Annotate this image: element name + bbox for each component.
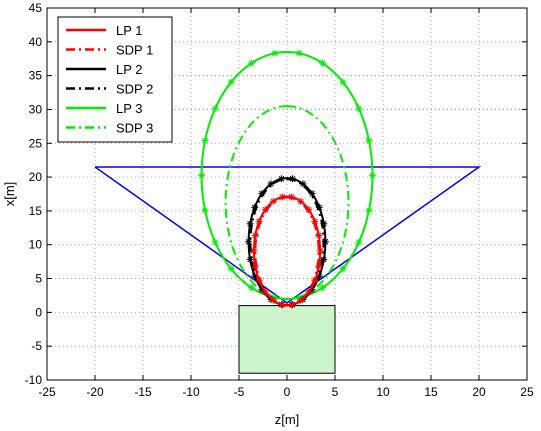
series-line-sdp-1 — [254, 196, 320, 307]
marker-asterisk — [365, 206, 373, 214]
obstacle-box — [238, 305, 336, 374]
marker-asterisk — [211, 238, 219, 246]
y-tick-label: 0 — [35, 305, 42, 319]
marker-asterisk — [211, 105, 219, 113]
marker-asterisk — [227, 78, 235, 86]
x-tick-label: 10 — [376, 385, 390, 399]
y-tick-label: 10 — [29, 238, 43, 252]
y-tick-label: 20 — [29, 170, 43, 184]
annotations — [94, 166, 482, 374]
x-tick-label: 20 — [472, 385, 486, 399]
legend: LP 1 SDP 1 LP 2 SDP 2 LP 3 SDP 3 — [57, 16, 173, 143]
marker-asterisk — [365, 137, 373, 145]
marker-asterisk — [201, 137, 209, 145]
legend-label: LP 2 — [116, 62, 143, 77]
y-tick-label: -10 — [25, 373, 43, 387]
x-tick-label: 5 — [332, 385, 339, 399]
marker-asterisk — [271, 49, 279, 57]
x-tick-label: 15 — [424, 385, 438, 399]
x-tick-label: -5 — [234, 385, 245, 399]
marker-asterisk — [198, 171, 206, 179]
marker-asterisk — [299, 180, 307, 188]
x-axis-label: z[m] — [275, 412, 300, 427]
series-group — [198, 49, 376, 309]
y-axis-label: x[m] — [2, 182, 17, 207]
x-tick-label: 25 — [520, 385, 534, 399]
marker-asterisk — [318, 284, 326, 292]
ticks: -25 -20 -15 -10 -5 0 5 10 15 20 25 -10 -5 0 5 10 15 20 25 3… — [25, 1, 534, 399]
legend-label: SDP 1 — [116, 43, 153, 58]
marker-asterisk — [201, 206, 209, 214]
marker-asterisk — [246, 220, 254, 228]
y-tick-label: 5 — [35, 272, 42, 286]
marker-asterisk — [355, 105, 363, 113]
marker-asterisk — [308, 190, 316, 198]
y-tick-label: 40 — [29, 35, 43, 49]
marker-asterisk — [339, 265, 347, 273]
x-tick-label: -20 — [86, 385, 104, 399]
marker-asterisk — [251, 231, 259, 239]
marker-asterisk — [316, 247, 324, 255]
y-tick-label: 35 — [29, 69, 43, 83]
marker-asterisk — [339, 78, 347, 86]
y-tick-label: 30 — [29, 102, 43, 116]
legend-label: SDP 3 — [116, 121, 153, 136]
series-line-sdp-3 — [224, 105, 350, 300]
legend-label: LP 3 — [116, 101, 143, 116]
marker-asterisk — [227, 265, 235, 273]
legend-label: SDP 2 — [116, 82, 153, 97]
legend-box — [57, 16, 173, 143]
marker-asterisk — [295, 49, 303, 57]
marker-asterisk — [248, 284, 256, 292]
y-tick-label: 25 — [29, 136, 43, 150]
x-tick-label: 0 — [284, 385, 291, 399]
marker-asterisk — [248, 59, 256, 67]
x-tick-label: -15 — [134, 385, 152, 399]
y-tick-label: -5 — [31, 339, 42, 353]
marker-asterisk — [288, 301, 296, 309]
y-tick-label: 15 — [29, 204, 43, 218]
field-of-view-triangle — [94, 166, 482, 304]
marker-asterisk — [318, 59, 326, 67]
x-tick-label: -25 — [38, 385, 56, 399]
marker-asterisk — [368, 171, 376, 179]
marker-asterisk — [297, 197, 305, 205]
x-tick-label: -10 — [182, 385, 200, 399]
marker-asterisk — [355, 238, 363, 246]
y-tick-label: 45 — [29, 1, 43, 15]
marker-asterisk — [261, 288, 269, 296]
legend-label: LP 1 — [116, 23, 143, 38]
